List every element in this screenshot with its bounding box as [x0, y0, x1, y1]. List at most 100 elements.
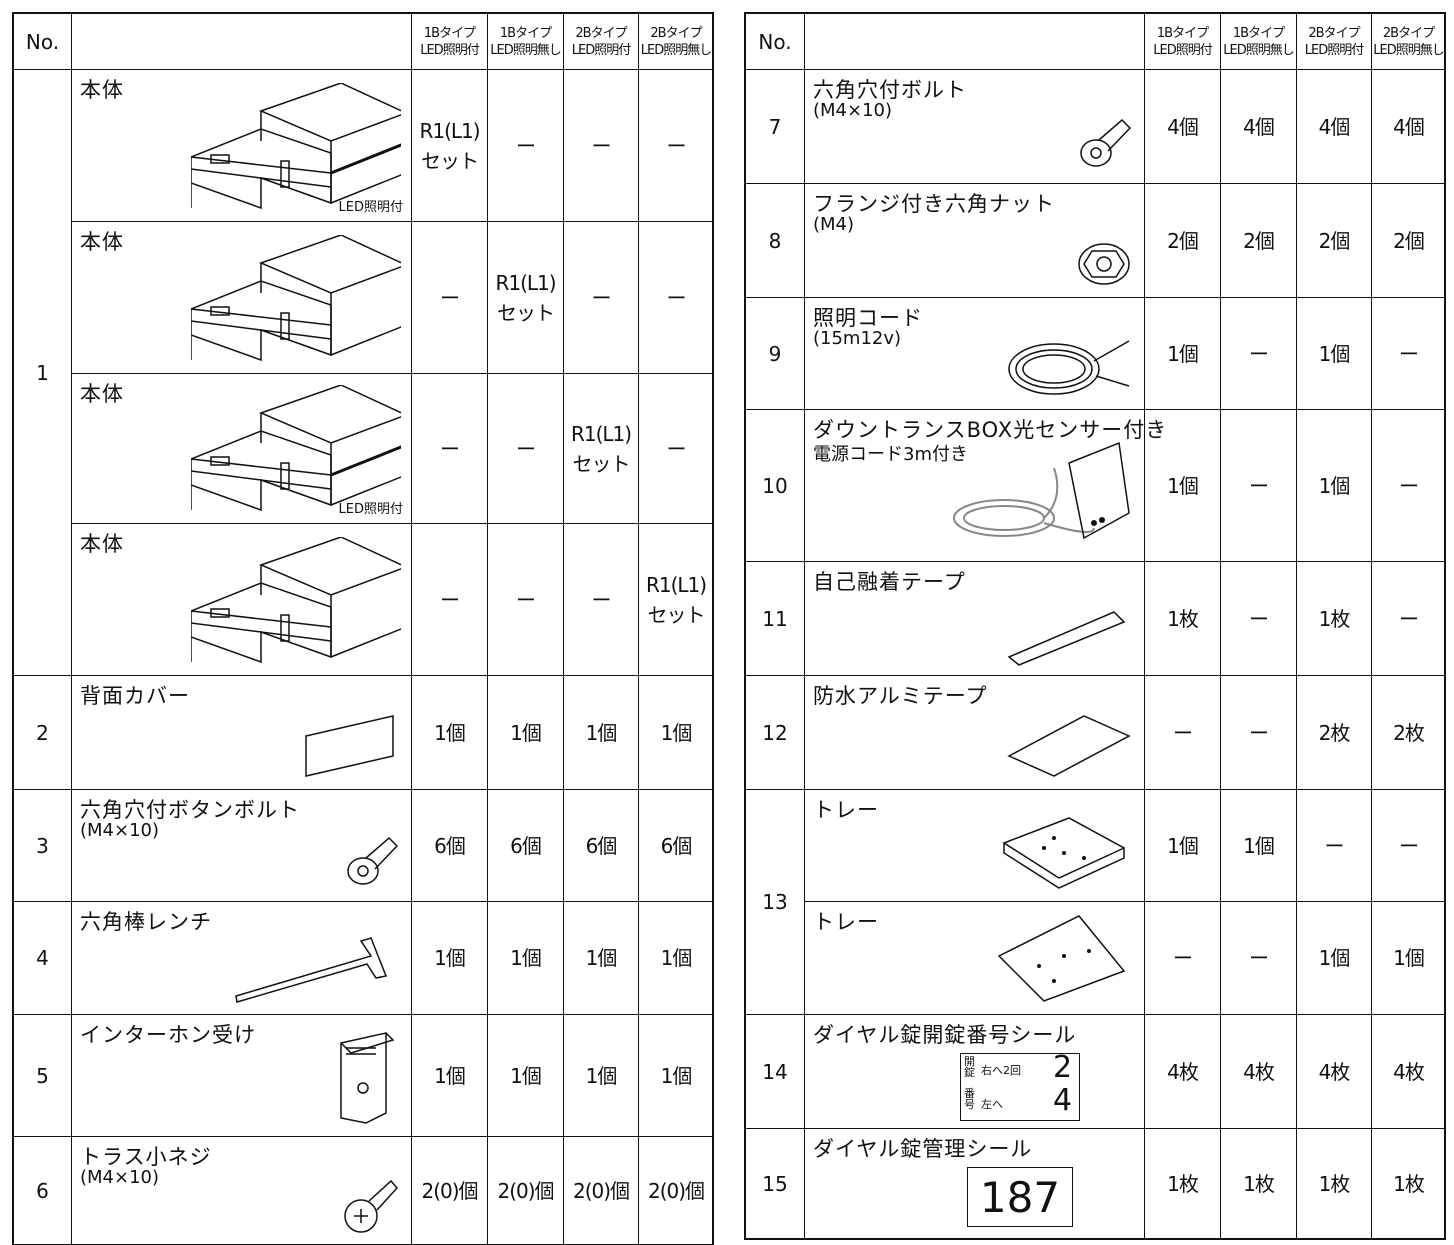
quantity: 1個 — [510, 946, 542, 970]
no-cell: 5 — [14, 1015, 72, 1137]
quantity-cell: 4枚 — [1145, 1015, 1221, 1129]
row-no: 12 — [762, 720, 788, 745]
drawing — [190, 458, 332, 510]
header-option: LED照明無し — [640, 42, 712, 58]
drawing — [357, 865, 369, 877]
header-cell: 2Bタイプ LED照明付 — [1297, 14, 1372, 70]
drawing — [1080, 139, 1112, 167]
item-cell: 六角棒レンチ — [72, 902, 412, 1015]
header-type: 2Bタイプ — [650, 25, 702, 41]
drawing — [1022, 354, 1086, 384]
drawing — [210, 456, 230, 466]
quantity: ー — [1399, 606, 1419, 631]
quantity-cell: ー — [1372, 298, 1446, 410]
sticker-label: 開錠 — [964, 1055, 975, 1079]
quantity: 1枚 — [1167, 1172, 1199, 1196]
header-option: LED照明付 — [571, 42, 631, 58]
item-spec: (M4×10) — [80, 1167, 160, 1188]
quantity-cell: R1(L1) セット — [639, 524, 714, 676]
quantity-cell: 1個 — [1297, 298, 1372, 410]
quantity: 4枚 — [1243, 1059, 1275, 1084]
quantity-cell: ー — [1372, 410, 1446, 562]
row-no: 7 — [768, 114, 782, 139]
item-cell: ダイヤル錠管理シール 187 — [805, 1129, 1145, 1240]
drawing — [1087, 949, 1091, 953]
illustration — [190, 82, 408, 217]
illustration — [994, 911, 1134, 1010]
quantity-cell: 6個 — [412, 790, 488, 902]
item-cell: インターホン受け — [72, 1015, 412, 1137]
item-cell: 本体 LED照明付 — [72, 374, 412, 524]
header-cell: No. — [14, 14, 72, 70]
drawing — [1002, 817, 1126, 889]
quantity: ー — [666, 285, 687, 310]
quantity: 4個 — [1393, 114, 1425, 139]
quantity-cell: 1個 — [488, 902, 564, 1015]
row-no: 2 — [36, 720, 49, 745]
quantity: R1(L1) セット — [495, 270, 556, 325]
header-cell: 1Bタイプ LED照明無し — [1221, 14, 1297, 70]
item-name: 背面カバー — [80, 684, 190, 708]
drawing — [1007, 715, 1131, 777]
quantity: 1枚 — [1243, 1172, 1275, 1196]
item-name: 本体 — [80, 230, 124, 254]
drawing — [258, 536, 408, 596]
quantity: 2(0)個 — [647, 1178, 705, 1203]
quantity-cell: 1枚 — [1221, 1129, 1297, 1240]
quantity-cell: 4個 — [1297, 70, 1372, 184]
quantity-cell: 1個 — [1145, 410, 1221, 562]
item-name: 本体 — [80, 532, 124, 556]
quantity-cell: 1枚 — [1297, 562, 1372, 676]
quantity: 2(0)個 — [497, 1178, 554, 1203]
no-cell: 3 — [14, 790, 72, 902]
drawing — [258, 82, 408, 142]
item-cell: 照明コード (15m12v) — [805, 298, 1145, 410]
item-name: フランジ付き六角ナット — [813, 192, 1055, 216]
quantity-cell: ー — [1297, 790, 1372, 902]
quantity: 6個 — [585, 833, 618, 858]
item-name: トレー — [813, 910, 879, 934]
quantity-cell: ー — [1221, 562, 1297, 676]
drawing — [190, 610, 332, 662]
quantity-cell: 1枚 — [1145, 562, 1221, 676]
row-no: 15 — [762, 1172, 788, 1196]
quantity-cell: 2個 — [1372, 184, 1446, 298]
header-cell: No. — [746, 14, 805, 70]
header-type: 1Bタイプ — [1232, 25, 1285, 41]
quantity-cell: ー — [564, 70, 639, 222]
drawing — [340, 1032, 395, 1124]
item-spec: (M4) — [813, 214, 855, 235]
row-no: 14 — [762, 1059, 788, 1084]
no-cell: 15 — [746, 1129, 805, 1240]
quantity-cell: ー — [639, 374, 714, 524]
quantity-cell: 2(0)個 — [488, 1137, 564, 1245]
drawing — [190, 582, 332, 664]
no-cell: 12 — [746, 676, 805, 790]
drawing — [1091, 520, 1097, 526]
header-no: No. — [25, 29, 60, 54]
drawing — [1052, 836, 1056, 840]
item-name: ダイヤル錠開錠番号シール — [813, 1023, 1077, 1047]
item-name: 照明コード — [813, 306, 923, 330]
quantity-cell: 1個 — [488, 1015, 564, 1137]
quantity: ー — [516, 587, 536, 612]
sticker-box: 187 — [967, 1167, 1073, 1227]
drawing — [210, 608, 230, 618]
quantity-cell: 6個 — [564, 790, 639, 902]
quantity: ー — [440, 285, 460, 310]
drawing — [346, 1047, 376, 1055]
drawing — [1090, 147, 1102, 159]
drawing — [330, 443, 407, 477]
item-spec: (M4×10) — [813, 100, 893, 121]
quantity: 2枚 — [1393, 720, 1425, 745]
quantity: 1個 — [1318, 341, 1351, 366]
drawing — [280, 462, 290, 490]
item-name: ダイヤル錠管理シール — [813, 1137, 1033, 1161]
quantity: ー — [591, 587, 612, 612]
quantity-cell: 1枚 — [1145, 1129, 1221, 1240]
item-name: 六角穴付ボルト — [813, 78, 967, 102]
header-option: LED照明付 — [1153, 42, 1212, 58]
drawing — [1043, 467, 1095, 533]
quantity-cell: ー — [488, 374, 564, 524]
